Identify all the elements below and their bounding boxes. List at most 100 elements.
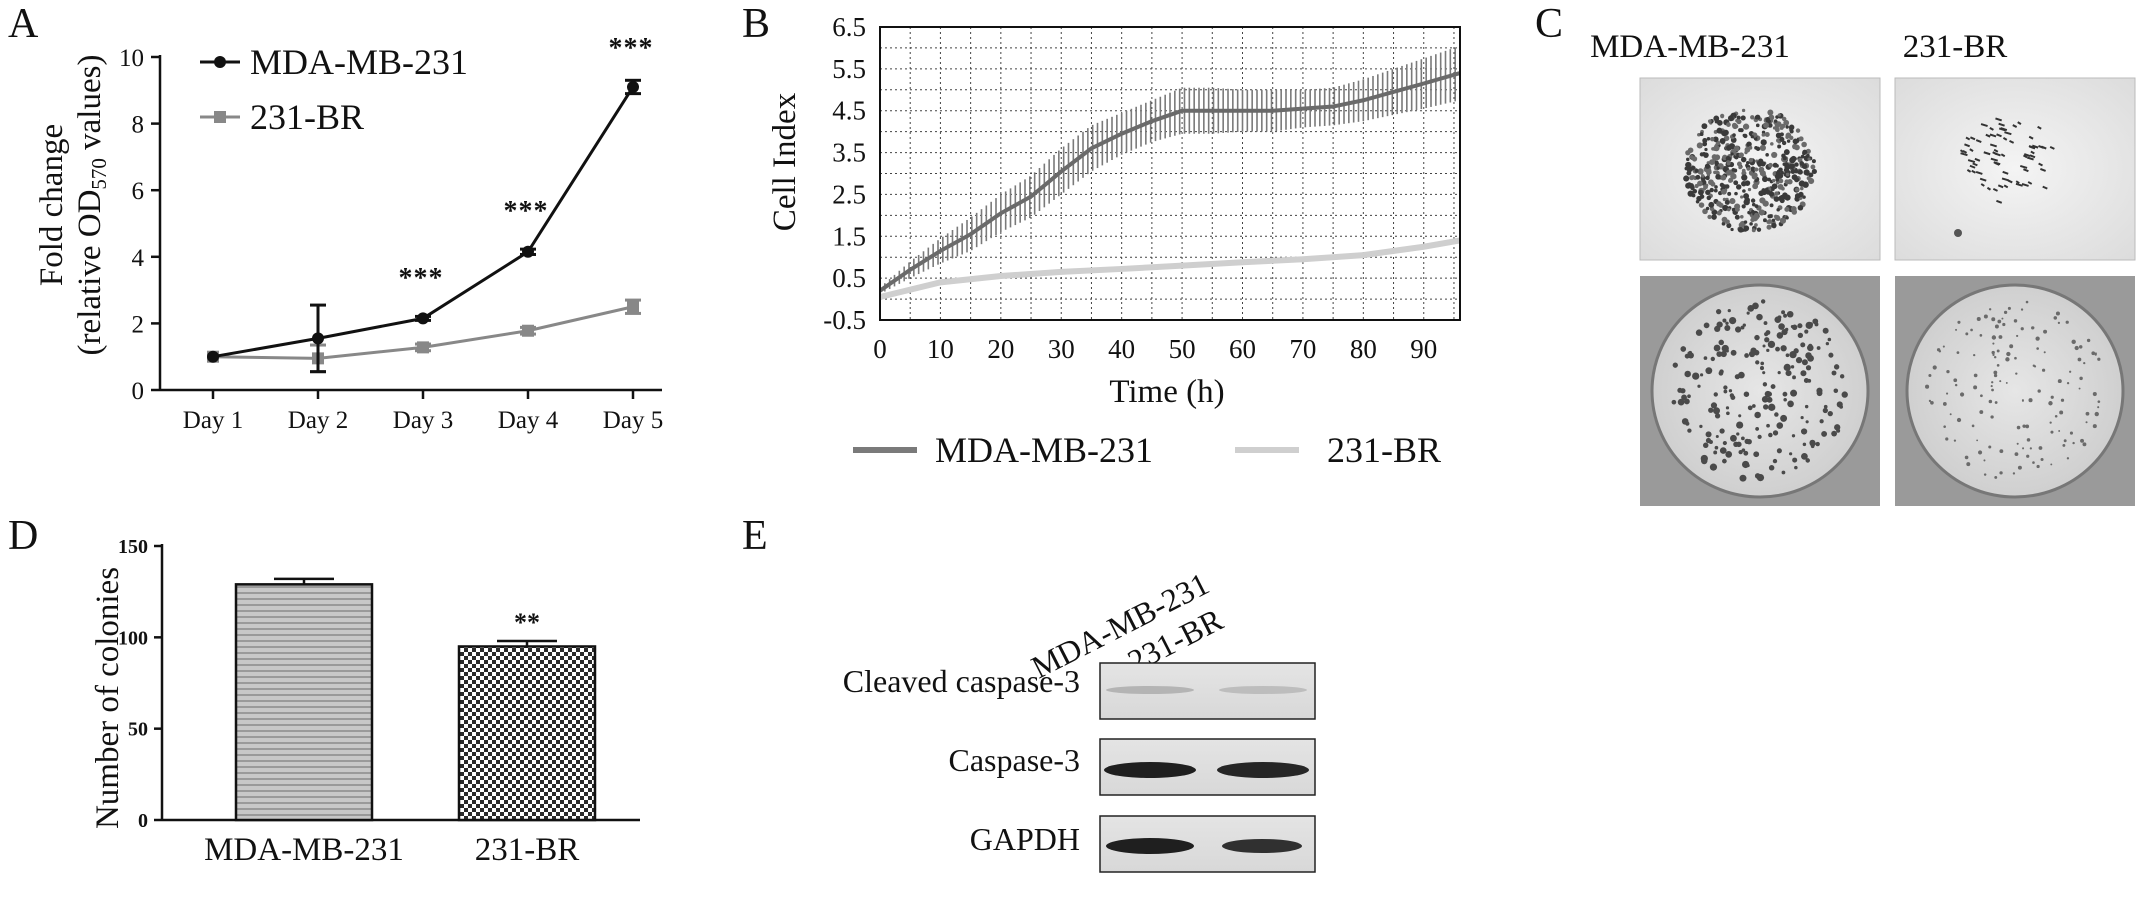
colony-cell bbox=[1781, 153, 1786, 158]
dish-colony bbox=[2026, 438, 2031, 442]
colony-cell bbox=[2030, 150, 2035, 155]
colony-cell bbox=[1768, 214, 1773, 219]
colony-cell bbox=[1811, 168, 1817, 175]
colony-cell bbox=[1742, 189, 1746, 193]
colony-cell bbox=[1748, 145, 1753, 150]
colony-cell bbox=[1773, 196, 1780, 202]
dish-colony bbox=[2020, 327, 2024, 331]
dish-colony bbox=[1716, 351, 1723, 357]
colony-cell bbox=[1740, 195, 1744, 199]
chart-d-ytick-label: 100 bbox=[118, 627, 148, 649]
dish-colony bbox=[1738, 414, 1742, 418]
colony-cell bbox=[1759, 170, 1766, 177]
colony-cell bbox=[2012, 124, 2018, 128]
colony-cell bbox=[1994, 152, 2001, 157]
colony-cell bbox=[1794, 144, 1800, 151]
chart-b-xtick-label: 50 bbox=[1169, 334, 1196, 364]
colony-cell bbox=[1779, 217, 1787, 224]
colony-cell bbox=[1762, 218, 1767, 223]
dish-colony bbox=[2022, 447, 2025, 450]
dish-colony bbox=[1716, 321, 1723, 328]
dish-colony bbox=[1767, 391, 1772, 397]
colony-cell bbox=[1808, 177, 1815, 185]
dish-colony bbox=[2085, 411, 2090, 416]
chart-a-point-1 bbox=[207, 350, 219, 363]
colony-cell bbox=[1964, 143, 1971, 148]
dish-colony bbox=[2058, 430, 2061, 432]
dish-colony bbox=[1783, 397, 1787, 402]
colony-cell bbox=[1765, 153, 1769, 157]
dish-colony bbox=[2097, 400, 2101, 404]
dish-colony bbox=[2002, 322, 2006, 327]
chart-a-point-2 bbox=[522, 324, 534, 337]
dish-colony bbox=[1807, 354, 1814, 362]
colony-cell bbox=[2004, 131, 2012, 136]
colony-cell bbox=[1765, 117, 1771, 122]
colony-cell bbox=[2029, 145, 2036, 150]
colony-cell bbox=[1695, 174, 1701, 180]
colony-cell bbox=[1712, 136, 1719, 143]
colony-cell bbox=[1785, 132, 1792, 139]
colony-cell bbox=[1754, 223, 1758, 227]
dish-colony bbox=[1988, 399, 1993, 404]
dish-colony bbox=[1725, 406, 1730, 410]
dish-colony bbox=[1768, 432, 1773, 438]
dish-colony bbox=[1785, 366, 1790, 370]
colony-cell bbox=[2015, 182, 2023, 187]
dish-colony bbox=[1722, 458, 1727, 464]
colony-cell bbox=[1758, 209, 1765, 216]
dish-colony bbox=[1928, 373, 1932, 377]
dish-colony bbox=[2031, 326, 2035, 330]
dish-colony bbox=[2057, 379, 2062, 384]
dish-colony bbox=[1930, 400, 1934, 405]
dish-colony bbox=[2007, 306, 2011, 310]
colony-cell bbox=[1989, 127, 1994, 131]
dish-colony bbox=[2003, 310, 2008, 315]
colony-cell bbox=[1683, 175, 1690, 182]
dish-colony bbox=[2050, 463, 2053, 466]
dish-colony bbox=[1703, 322, 1710, 329]
chart-b-ytick-label: 3.5 bbox=[832, 138, 866, 168]
dish-colony bbox=[2035, 336, 2040, 341]
colony-cell bbox=[1733, 145, 1740, 152]
dish-colony bbox=[1955, 328, 1958, 331]
dish-colony bbox=[2069, 370, 2072, 373]
colony-cell bbox=[1754, 115, 1759, 120]
dish-colony bbox=[1983, 473, 1987, 476]
colony-cell bbox=[1713, 145, 1720, 152]
dish-colony bbox=[1822, 407, 1828, 414]
colony-cell bbox=[1760, 139, 1767, 146]
panel-e-western-blot: MDA-MB-231 231-BR Cleaved caspase-3 Casp… bbox=[843, 565, 1316, 873]
chart-a-xtick-label: Day 2 bbox=[288, 407, 348, 434]
colony-cell bbox=[1706, 168, 1712, 174]
dish-colony bbox=[2014, 356, 2017, 360]
colony-cell bbox=[1709, 159, 1715, 165]
colony-cell bbox=[1800, 154, 1805, 159]
dish-colony bbox=[1718, 370, 1724, 376]
colony-cell bbox=[1797, 204, 1804, 211]
dish-colony bbox=[2072, 441, 2075, 445]
colony-cell bbox=[1790, 169, 1796, 174]
colony-cell bbox=[1707, 119, 1712, 124]
colony-cell bbox=[1695, 199, 1700, 204]
colony-cell bbox=[1762, 176, 1768, 183]
colony-cell bbox=[1694, 168, 1699, 173]
colony-cell bbox=[1756, 161, 1761, 166]
dish-colony bbox=[1994, 475, 1998, 479]
colony-cell bbox=[1690, 175, 1696, 180]
dish-colony bbox=[1710, 402, 1718, 409]
colony-cell bbox=[1785, 172, 1790, 177]
dish-colony bbox=[2012, 472, 2016, 475]
chart-b-line-1 bbox=[878, 71, 1461, 293]
colony-cell bbox=[1996, 133, 2002, 138]
dish-colony bbox=[2025, 424, 2030, 429]
chart-d-bar bbox=[234, 583, 374, 822]
colony-cell bbox=[1771, 187, 1775, 192]
dish-colony bbox=[1718, 339, 1725, 346]
colony-cell bbox=[1772, 162, 1778, 168]
dish-colony bbox=[1747, 405, 1753, 411]
dish-colony bbox=[2037, 389, 2041, 393]
colony-cell bbox=[2007, 179, 2013, 184]
dish-colony bbox=[1942, 345, 1945, 348]
colony-cell bbox=[1730, 152, 1734, 156]
